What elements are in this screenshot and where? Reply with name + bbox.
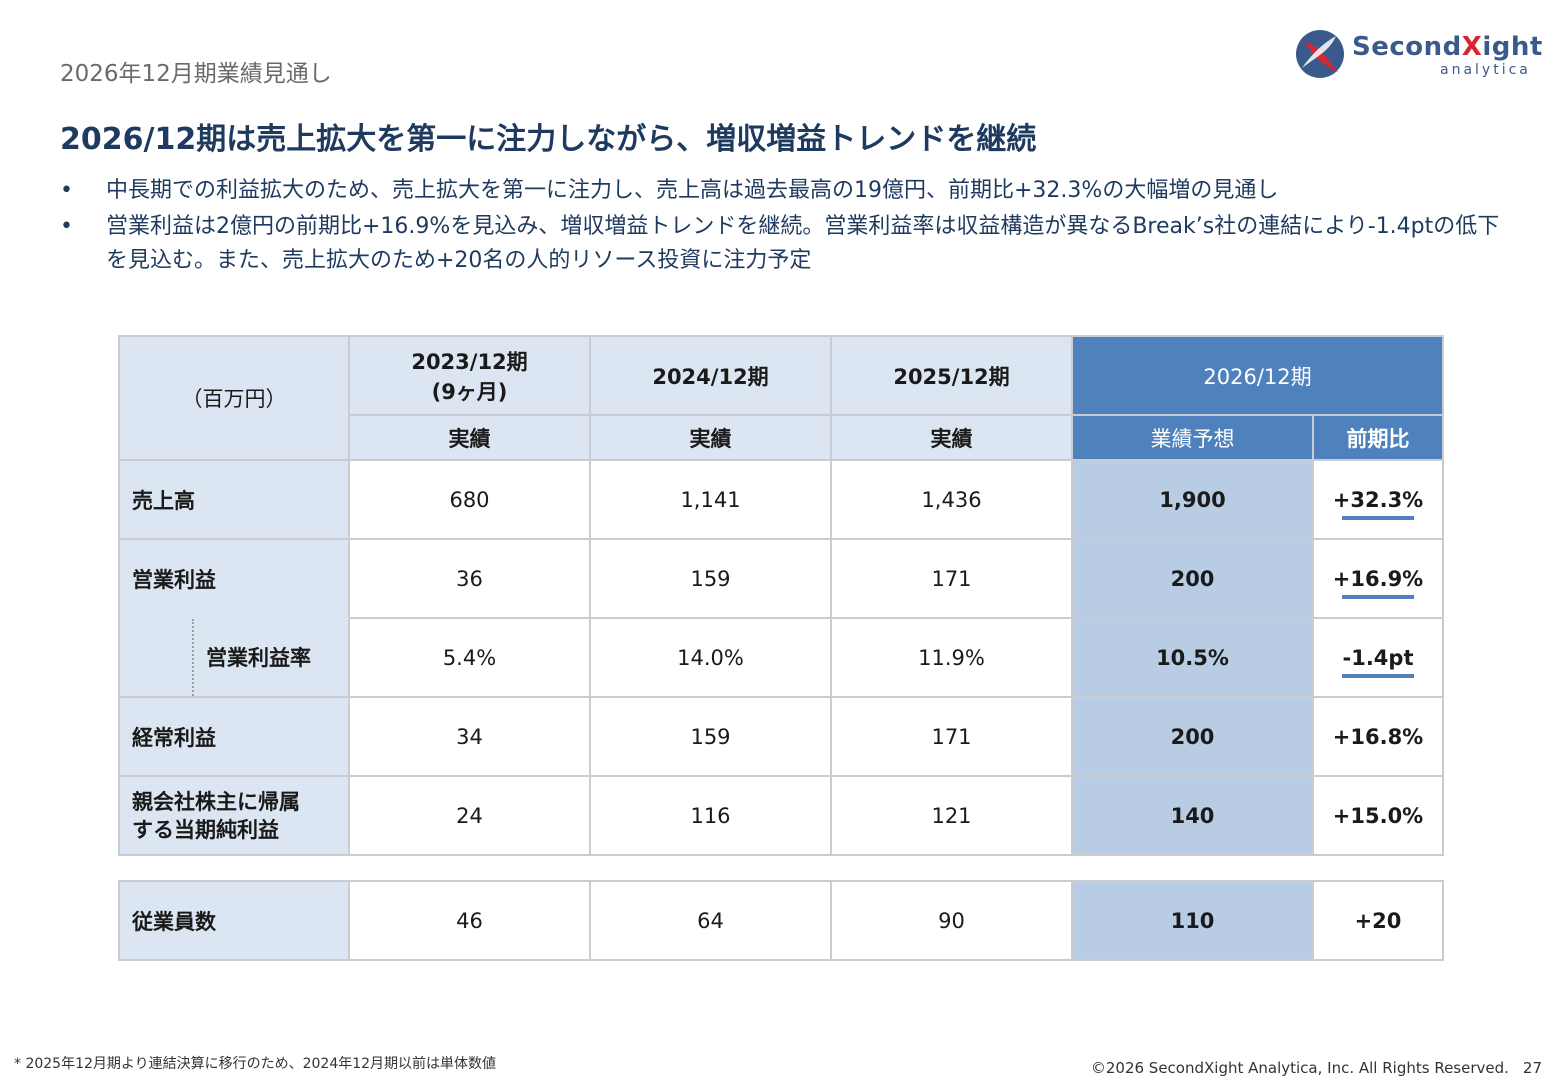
row-label: 経常利益 bbox=[118, 696, 350, 777]
table-cell: 14.0% bbox=[589, 617, 832, 698]
forecast-subheader: 業績予想 bbox=[1071, 414, 1314, 461]
bullet-item: • 中長期での利益拡大のため、売上拡大を第一に注力し、売上高は過去最高の19億円、… bbox=[60, 174, 1500, 208]
yoy-cell: -1.4pt bbox=[1312, 617, 1444, 698]
company-logo: SecondXight analytica bbox=[1290, 26, 1543, 82]
table-cell: 34 bbox=[348, 696, 591, 777]
financial-forecast-table: （百万円） 2023/12期 (9ヶ月) 2024/12期 2025/12期 20… bbox=[118, 335, 1444, 856]
table-cell: 24 bbox=[348, 775, 591, 856]
table-row: 営業利益 36 159 171 200 +16.9% bbox=[118, 538, 1444, 619]
table-row: 従業員数 46 64 90 110 +20 bbox=[118, 880, 1444, 961]
forecast-cell: 140 bbox=[1071, 775, 1314, 856]
copyright: ©2026 SecondXight Analytica, Inc. All Ri… bbox=[1090, 1059, 1542, 1077]
forecast-cell: 10.5% bbox=[1071, 617, 1314, 698]
table-row: 親会社株主に帰属 する当期純利益 24 116 121 140 +15.0% bbox=[118, 775, 1444, 856]
forecast-period-header: 2026/12期 bbox=[1071, 335, 1444, 416]
yoy-cell: +16.8% bbox=[1312, 696, 1444, 777]
row-label: 営業利益率 bbox=[194, 618, 348, 696]
yoy-cell: +20 bbox=[1312, 880, 1444, 961]
highlight-underline bbox=[1342, 516, 1414, 520]
table-cell: 90 bbox=[830, 880, 1073, 961]
table-cell: 171 bbox=[830, 538, 1073, 619]
forecast-cell: 200 bbox=[1071, 538, 1314, 619]
table-cell: 680 bbox=[348, 459, 591, 540]
page-headline: 2026/12期は売上拡大を第一に注力しながら、増収増益トレンドを継続 bbox=[60, 122, 1037, 157]
yoy-cell: +15.0% bbox=[1312, 775, 1444, 856]
logo-name: SecondXight bbox=[1352, 32, 1543, 62]
bullet-list: • 中長期での利益拡大のため、売上拡大を第一に注力し、売上高は過去最高の19億円、… bbox=[60, 174, 1500, 280]
row-label: 売上高 bbox=[118, 459, 350, 540]
table-cell: 11.9% bbox=[830, 617, 1073, 698]
page-number: 27 bbox=[1522, 1059, 1542, 1077]
footnote: * 2025年12月期より連結決算に移行のため、2024年12月期以前は単体数値 bbox=[14, 1056, 497, 1072]
table-row: 売上高 680 1,141 1,436 1,900 +32.3% bbox=[118, 459, 1444, 540]
section-label: 2026年12月期業績見通し bbox=[60, 61, 332, 87]
table-cell: 46 bbox=[348, 880, 591, 961]
table-cell: 1,141 bbox=[589, 459, 832, 540]
table-cell: 159 bbox=[589, 538, 832, 619]
sub-row-label-cell: 営業利益率 bbox=[118, 618, 350, 698]
forecast-cell: 110 bbox=[1071, 880, 1314, 961]
bullet-item: • 営業利益は2億円の前期比+16.9%を見込み、増収増益トレンドを継続。営業利益… bbox=[60, 210, 1500, 278]
bullet-dot: • bbox=[60, 214, 73, 239]
yoy-subheader: 前期比 bbox=[1312, 414, 1444, 461]
table-cell: 159 bbox=[589, 696, 832, 777]
table-row: 経常利益 34 159 171 200 +16.8% bbox=[118, 696, 1444, 777]
table-cell: 36 bbox=[348, 538, 591, 619]
period-header: 2025/12期 bbox=[830, 335, 1073, 416]
row-label: 従業員数 bbox=[118, 880, 350, 961]
table-cell: 5.4% bbox=[348, 617, 591, 698]
logo-subtitle: analytica bbox=[1440, 62, 1531, 78]
table-cell: 64 bbox=[589, 880, 832, 961]
period-header: 2023/12期 (9ヶ月) bbox=[348, 335, 591, 416]
yoy-cell: +16.9% bbox=[1312, 538, 1444, 619]
forecast-cell: 1,900 bbox=[1071, 459, 1314, 540]
table-cell: 1,436 bbox=[830, 459, 1073, 540]
bullet-dot: • bbox=[60, 178, 73, 203]
highlight-underline bbox=[1342, 674, 1414, 678]
period-header: 2024/12期 bbox=[589, 335, 832, 416]
table-row: 営業利益率 5.4% 14.0% 11.9% 10.5% -1.4pt bbox=[118, 617, 1444, 698]
row-label: 親会社株主に帰属 する当期純利益 bbox=[118, 775, 350, 856]
yoy-cell: +32.3% bbox=[1312, 459, 1444, 540]
table-cell: 171 bbox=[830, 696, 1073, 777]
actual-subheader: 実績 bbox=[589, 414, 832, 461]
actual-subheader: 実績 bbox=[830, 414, 1073, 461]
employee-count-table: 従業員数 46 64 90 110 +20 bbox=[118, 880, 1444, 961]
table-cell: 121 bbox=[830, 775, 1073, 856]
logo-mark-icon bbox=[1296, 30, 1344, 78]
row-label: 営業利益 bbox=[118, 538, 350, 618]
forecast-cell: 200 bbox=[1071, 696, 1314, 777]
indent-spacer bbox=[120, 618, 194, 696]
unit-label: （百万円） bbox=[118, 335, 350, 461]
actual-subheader: 実績 bbox=[348, 414, 591, 461]
highlight-underline bbox=[1342, 595, 1414, 599]
table-cell: 116 bbox=[589, 775, 832, 856]
